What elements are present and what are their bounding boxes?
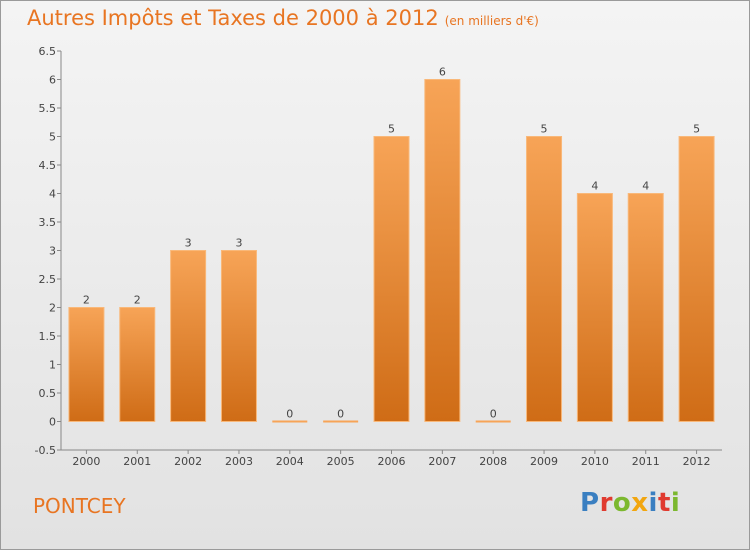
logo-letter: r (599, 488, 613, 518)
x-tick-label: 2012 (683, 455, 711, 468)
y-tick-label: 1.5 (39, 330, 57, 343)
bar-value-label: 2 (134, 294, 141, 307)
bar-value-label: 0 (337, 408, 344, 421)
bar-value-label: 5 (541, 123, 548, 136)
x-tick-label: 2004 (276, 455, 304, 468)
y-tick-label: 5 (49, 131, 56, 144)
y-tick-label: 4.5 (39, 159, 57, 172)
logo-letter: x (631, 488, 649, 518)
bar-value-label: 0 (286, 408, 293, 421)
x-tick-label: 2008 (479, 455, 507, 468)
y-tick-label: 0 (49, 416, 56, 429)
x-tick-label: 2006 (378, 455, 406, 468)
bar-2004 (272, 420, 308, 423)
x-tick-label: 2001 (123, 455, 151, 468)
bar-2011 (627, 193, 664, 422)
x-tick-label: 2005 (327, 455, 355, 468)
bar-2005 (323, 420, 359, 423)
y-tick-label: 3 (49, 245, 56, 258)
bar-value-label: 4 (642, 180, 649, 193)
bar-2000 (68, 307, 105, 422)
y-tick-label: 3.5 (39, 216, 57, 229)
x-tick-label: 2002 (174, 455, 202, 468)
x-tick-label: 2000 (72, 455, 100, 468)
y-tick-label: -0.5 (35, 444, 56, 457)
logo-letter: i (648, 488, 658, 518)
chart-title: Autres Impôts et Taxes de 2000 à 2012 (en… (27, 6, 539, 30)
bar-2009 (526, 136, 563, 422)
bar-2008 (475, 420, 511, 423)
bar-value-label: 5 (693, 123, 700, 136)
bar-value-label: 3 (185, 237, 192, 250)
bar-2006 (373, 136, 410, 422)
logo-letter: o (612, 488, 632, 518)
x-tick-label: 2009 (530, 455, 558, 468)
bar-2010 (576, 193, 613, 422)
bar-2007 (424, 79, 461, 422)
proxiti-logo: Proxiti (580, 488, 680, 518)
y-tick-label: 6 (49, 74, 56, 87)
x-tick-label: 2011 (632, 455, 660, 468)
bar-value-label: 5 (388, 123, 395, 136)
bar-2012 (678, 136, 715, 422)
commune-name: PONTCEY (33, 494, 126, 518)
y-tick-label: 6.5 (39, 45, 57, 58)
bar-value-label: 3 (235, 237, 242, 250)
chart-title-text: Autres Impôts et Taxes de 2000 à 2012 (27, 6, 439, 30)
logo-letter: P (580, 488, 600, 518)
x-tick-label: 2003 (225, 455, 253, 468)
chart-subtitle: (en milliers d'€) (444, 14, 539, 28)
bar-2001 (119, 307, 156, 422)
y-tick-label: 0.5 (39, 387, 57, 400)
y-tick-label: 1 (49, 359, 56, 372)
bar-2002 (170, 250, 207, 422)
bar-value-label: 2 (83, 294, 90, 307)
bar-2003 (220, 250, 257, 422)
bar-value-label: 0 (490, 408, 497, 421)
logo-letter: i (670, 488, 681, 518)
bar-value-label: 6 (439, 66, 446, 79)
y-tick-label: 2.5 (39, 273, 57, 286)
y-tick-label: 5.5 (39, 102, 57, 115)
logo-letter: t (657, 488, 671, 518)
x-tick-label: 2007 (428, 455, 456, 468)
bar-value-label: 4 (591, 180, 598, 193)
x-tick-label: 2010 (581, 455, 609, 468)
y-tick-label: 4 (49, 188, 56, 201)
y-tick-label: 2 (49, 302, 56, 315)
